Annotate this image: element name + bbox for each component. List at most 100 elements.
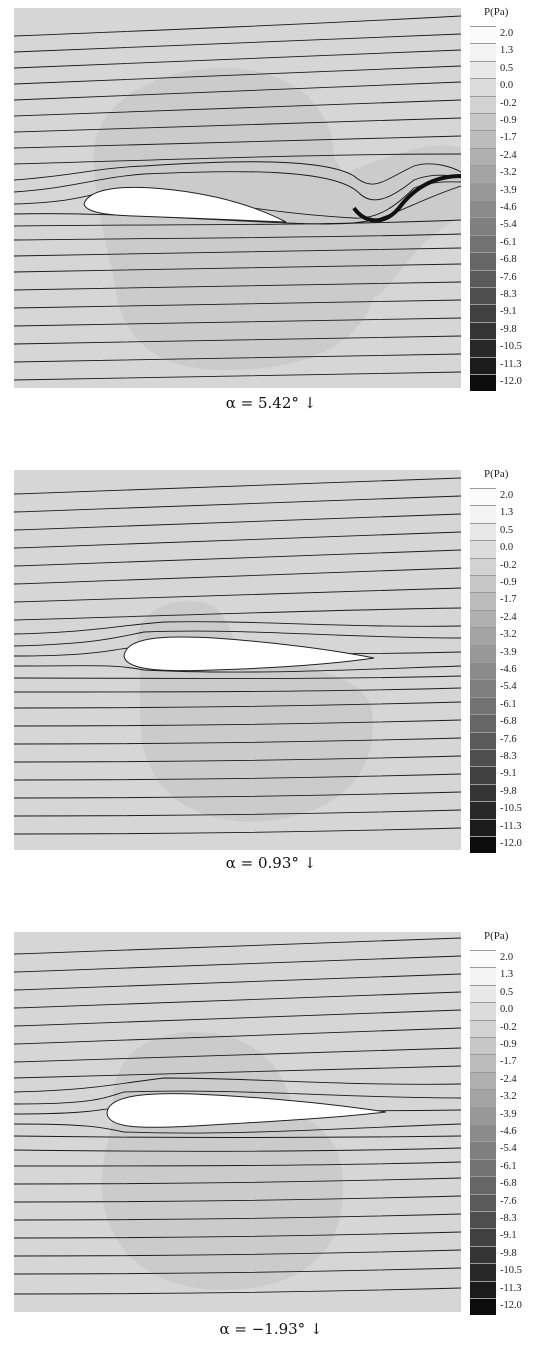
colorbar-cell	[470, 967, 496, 985]
low-pressure-region	[101, 1032, 343, 1291]
colorbar-cell	[470, 557, 496, 575]
colorbar-cell	[470, 984, 496, 1003]
colorbar-cell	[470, 1176, 496, 1194]
colorbar-tick-label: -8.3	[500, 289, 517, 300]
colorbar-tick-label: -4.6	[500, 664, 517, 675]
colorbar-cell	[470, 766, 496, 784]
colorbar-tick-label: -9.1	[500, 1230, 517, 1242]
colorbar-tick-label: -3.2	[500, 167, 517, 179]
colorbar-tick-label: -12.0	[500, 838, 522, 849]
colorbar-tick-label: -9.8	[500, 785, 517, 797]
colorbar-tick-label: -6.1	[500, 1160, 517, 1172]
colorbar-cell	[470, 1037, 496, 1055]
colorbar-cell	[470, 627, 496, 645]
colorbar-cell	[470, 95, 496, 113]
colorbar-tick-label: -1.7	[500, 594, 517, 606]
colorbar-tick-label: -11.3	[500, 820, 522, 832]
colorbar-tick-label: -3.2	[500, 629, 517, 641]
colorbar-cell	[470, 60, 496, 79]
colorbar-tick-label: -9.1	[500, 768, 517, 780]
colorbar-cell	[470, 1019, 496, 1037]
colorbar-cell	[470, 26, 496, 44]
colorbar-cell	[470, 1298, 496, 1316]
colorbar-tick-label: 2.0	[500, 490, 514, 501]
wake-vortex-1	[352, 174, 461, 223]
streamline-svg-1	[14, 15, 461, 381]
colorbar-cell	[470, 217, 496, 235]
colorbar-tick-label: -6.8	[500, 716, 517, 728]
colorbar-cell	[470, 1280, 496, 1298]
contour-plot-3	[14, 932, 461, 1312]
colorbar	[470, 950, 496, 1316]
colorbar-cell	[470, 147, 496, 166]
colorbar-tick-label: -5.4	[500, 681, 517, 693]
colorbar-tick-label: -4.6	[500, 1126, 517, 1137]
colorbar-tick-label: -8.3	[500, 751, 517, 762]
colorbar-cell	[470, 522, 496, 541]
panel-caption-3: α = −1.93° ↓	[219, 1320, 323, 1338]
colorbar-cell	[470, 1071, 496, 1090]
airfoil-3	[106, 1093, 387, 1128]
panel-caption-2: α = 0.93° ↓	[225, 854, 317, 872]
colorbar-cell	[470, 356, 496, 374]
colorbar-tick-label: -6.8	[500, 1178, 517, 1190]
colorbar-tick-label: -3.2	[500, 1091, 517, 1103]
colorbar-tick-label: -9.8	[500, 1247, 517, 1259]
colorbar-tick-label: 1.3	[500, 45, 514, 57]
colorbar-cell	[470, 609, 496, 628]
legend-title: P(Pa)	[484, 930, 509, 942]
colorbar-tick-label: -7.6	[500, 1195, 517, 1207]
low-pressure-region	[137, 601, 373, 822]
panel-caption-1: α = 5.42° ↓	[225, 394, 317, 412]
colorbar-cell	[470, 836, 496, 854]
colorbar-cell	[470, 1002, 496, 1020]
colorbar-tick-label: -1.7	[500, 132, 517, 144]
colorbar-tick-label: -7.6	[500, 271, 517, 283]
colorbar-cell	[470, 679, 496, 697]
colorbar-cell	[470, 113, 496, 131]
colorbar-tick-label: -12.0	[500, 376, 522, 387]
colorbar-cell	[470, 592, 496, 610]
colorbar-tick-label: -6.1	[500, 698, 517, 710]
colorbar-tick-label: 2.0	[500, 952, 514, 963]
colorbar-cell	[470, 1141, 496, 1159]
colorbar-cell	[470, 1054, 496, 1072]
colorbar-tick-label: -8.3	[500, 1213, 517, 1224]
colorbar-cell	[470, 234, 496, 253]
colorbar-tick-label: -9.1	[500, 306, 517, 318]
colorbar-tick-label: -0.2	[500, 97, 517, 109]
colorbar	[470, 488, 496, 854]
colorbar-tick-label: 0.5	[500, 986, 514, 998]
airfoil-2	[123, 636, 375, 672]
colorbar-tick-label: -3.9	[500, 646, 517, 658]
colorbar-cell	[470, 731, 496, 749]
colorbar-tick-label: -11.3	[500, 358, 522, 370]
streamline-svg-3	[14, 937, 461, 1295]
colorbar-cell	[470, 783, 496, 802]
colorbar-tick-label: -3.9	[500, 1108, 517, 1120]
colorbar-tick-label: -4.6	[500, 202, 517, 213]
colorbar-cell	[470, 165, 496, 183]
colorbar-tick-label: 0.0	[500, 1004, 514, 1016]
colorbar	[470, 26, 496, 392]
colorbar-tick-label: 1.3	[500, 507, 514, 519]
legend-title: P(Pa)	[484, 6, 509, 18]
colorbar-tick-label: -10.5	[500, 803, 522, 815]
colorbar-cell	[470, 1089, 496, 1107]
legend-title: P(Pa)	[484, 468, 509, 480]
colorbar-tick-label: 0.5	[500, 524, 514, 536]
colorbar-tick-label: 0.5	[500, 62, 514, 74]
colorbar-cell	[470, 749, 496, 767]
colorbar-cell	[470, 269, 496, 287]
colorbar-cell	[470, 1263, 496, 1281]
colorbar-cell	[470, 287, 496, 305]
colorbar-tick-label: -6.8	[500, 254, 517, 266]
colorbar-cell	[470, 505, 496, 523]
colorbar-cell	[470, 200, 496, 218]
colorbar-cell	[470, 950, 496, 968]
colorbar-cell	[470, 252, 496, 270]
colorbar-tick-label: -1.7	[500, 1056, 517, 1068]
colorbar-tick-label: -12.0	[500, 1300, 522, 1311]
colorbar-cell	[470, 1124, 496, 1142]
colorbar-cell	[470, 78, 496, 96]
